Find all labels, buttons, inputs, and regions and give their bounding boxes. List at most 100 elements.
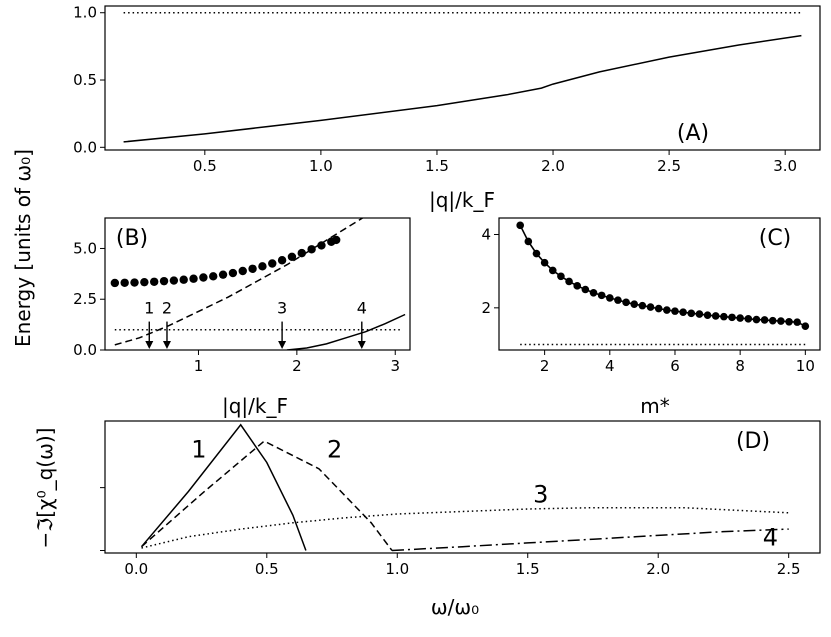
- data-point: [752, 315, 761, 324]
- panel-d-xtick-label: 0.0: [124, 560, 148, 578]
- data-point: [687, 309, 696, 318]
- panel-b-xtick-label: 1: [194, 357, 204, 375]
- panel-c-xtick-label: 4: [605, 357, 615, 375]
- panel-a-xtick-label: 2.5: [657, 157, 681, 175]
- data-point: [663, 306, 671, 314]
- data-point: [110, 278, 120, 288]
- panel-d-xlabel: ω/ω₀: [431, 595, 479, 619]
- panel-c-xlabel: m*: [640, 394, 669, 418]
- panel-b-series-collective-mode: [110, 235, 341, 288]
- curve-label-2: 2: [327, 435, 342, 463]
- panel-d-xtick-label: 2.0: [646, 560, 670, 578]
- panel-d-xtick-label: 2.5: [777, 560, 801, 578]
- panel-a-xtick-label: 1.5: [425, 157, 449, 175]
- data-point: [646, 303, 655, 311]
- data-point: [548, 266, 557, 275]
- data-point: [557, 272, 565, 281]
- panel-c-xtick-label: 6: [670, 357, 680, 375]
- data-point: [695, 310, 704, 318]
- data-point: [760, 316, 769, 324]
- panel-d: 0.0 0.5 1.0 1.5 2.0 2.5 1 2 3 4 (D) ω/ω₀ −ℑ[χ⁰_q(…: [33, 420, 821, 619]
- data-point: [671, 307, 679, 315]
- panel-a: 0.5 1.0 1.5 2.0 2.5 3.0 0.0 0.5 1.0 (A) |q|/k_F: [73, 4, 821, 212]
- panel-a-xtick-label: 3.0: [773, 157, 797, 175]
- data-point: [728, 313, 736, 322]
- panel-b-frame: [104, 217, 411, 351]
- panel-b-plot-area: 1 2 30.02.55.01 2 3 4: [73, 217, 411, 375]
- panel-d-series-1: [140, 423, 307, 551]
- data-point: [317, 241, 326, 250]
- panel-b-ytick-label: 0.0: [73, 341, 97, 359]
- data-point: [785, 317, 793, 326]
- data-point: [711, 312, 720, 320]
- panel-b-series-upper-particle-hole-edge: [114, 218, 364, 346]
- data-point: [736, 314, 744, 322]
- panel-a-xtick-label: 0.5: [193, 157, 217, 175]
- data-point: [159, 276, 169, 286]
- data-point: [565, 277, 573, 286]
- data-point: [238, 266, 247, 276]
- arrow-label-1: 1: [144, 299, 154, 318]
- panel-c-xtick-label: 2: [540, 357, 550, 375]
- panel-a-xtick-label: 1.0: [309, 157, 333, 175]
- data-point: [120, 278, 129, 287]
- data-point: [209, 272, 218, 281]
- panel-c-frame: [498, 217, 821, 351]
- panel-c-plot-area: 2 4 6 8 10 2 4: [481, 217, 821, 375]
- panel-d-series-2: [141, 440, 393, 551]
- panel-d-label: (D): [736, 429, 770, 454]
- data-point: [268, 259, 277, 268]
- panel-a-ytick-label: 1.0: [73, 4, 97, 22]
- arrow-label-3: 3: [277, 299, 287, 318]
- data-point: [149, 277, 159, 286]
- data-point: [768, 316, 777, 325]
- arrow-head-2: [162, 340, 171, 349]
- shared-ylabel: Energy [units of ω₀]: [11, 149, 35, 347]
- data-point: [679, 308, 687, 317]
- panel-c: 2 4 6 8 10 2 4 (C) m*: [481, 217, 821, 418]
- panel-c-ytick-label: 2: [481, 299, 491, 317]
- panel-c-xtick-label: 8: [735, 357, 745, 375]
- panel-c-label: (C): [759, 226, 792, 251]
- panel-d-frame: [104, 420, 821, 554]
- panel-a-xtick-label: 2.0: [541, 157, 565, 175]
- data-point: [189, 274, 198, 283]
- panel-a-label: (A): [677, 121, 709, 146]
- data-point: [248, 264, 257, 273]
- data-point: [777, 317, 785, 325]
- data-point: [801, 322, 810, 330]
- panel-d-ylabel: −ℑ[χ⁰_q(ω)]: [33, 428, 57, 549]
- panel-d-xtick-label: 0.5: [255, 560, 279, 578]
- arrow-label-4: 4: [357, 299, 367, 318]
- data-point: [258, 262, 267, 271]
- panel-b: 1 2 30.02.55.01 2 3 4 (B) |q|/k_F: [73, 217, 411, 418]
- data-point: [130, 278, 139, 287]
- panel-c-series-mode-energy-vs-m--markers: [516, 221, 810, 330]
- panel-b-label: (B): [116, 226, 148, 251]
- panel-b-xtick-label: 2: [292, 357, 302, 375]
- data-point: [606, 294, 614, 302]
- data-point: [703, 311, 712, 319]
- curve-label-4: 4: [763, 523, 778, 551]
- data-point: [720, 312, 728, 321]
- data-point: [744, 315, 753, 323]
- data-point: [532, 249, 541, 258]
- data-point: [597, 291, 606, 300]
- panel-b-ytick-label: 2.5: [73, 290, 97, 308]
- arrow-head-1: [145, 340, 154, 349]
- arrow-head-4: [357, 340, 366, 349]
- data-point: [277, 256, 287, 265]
- panel-b-xtick-label: 3: [390, 357, 400, 375]
- panel-a-xlabel: |q|/k_F: [429, 188, 495, 212]
- data-point: [589, 289, 598, 297]
- data-point: [793, 318, 801, 326]
- data-point: [638, 301, 647, 310]
- panel-c-ytick-label: 4: [481, 226, 491, 244]
- data-point: [573, 282, 582, 290]
- data-point: [332, 235, 341, 245]
- data-point: [218, 270, 228, 279]
- data-point: [140, 277, 149, 287]
- panel-b-ytick-label: 5.0: [73, 239, 97, 257]
- panel-a-series-energy: [123, 34, 802, 143]
- data-point: [524, 237, 533, 246]
